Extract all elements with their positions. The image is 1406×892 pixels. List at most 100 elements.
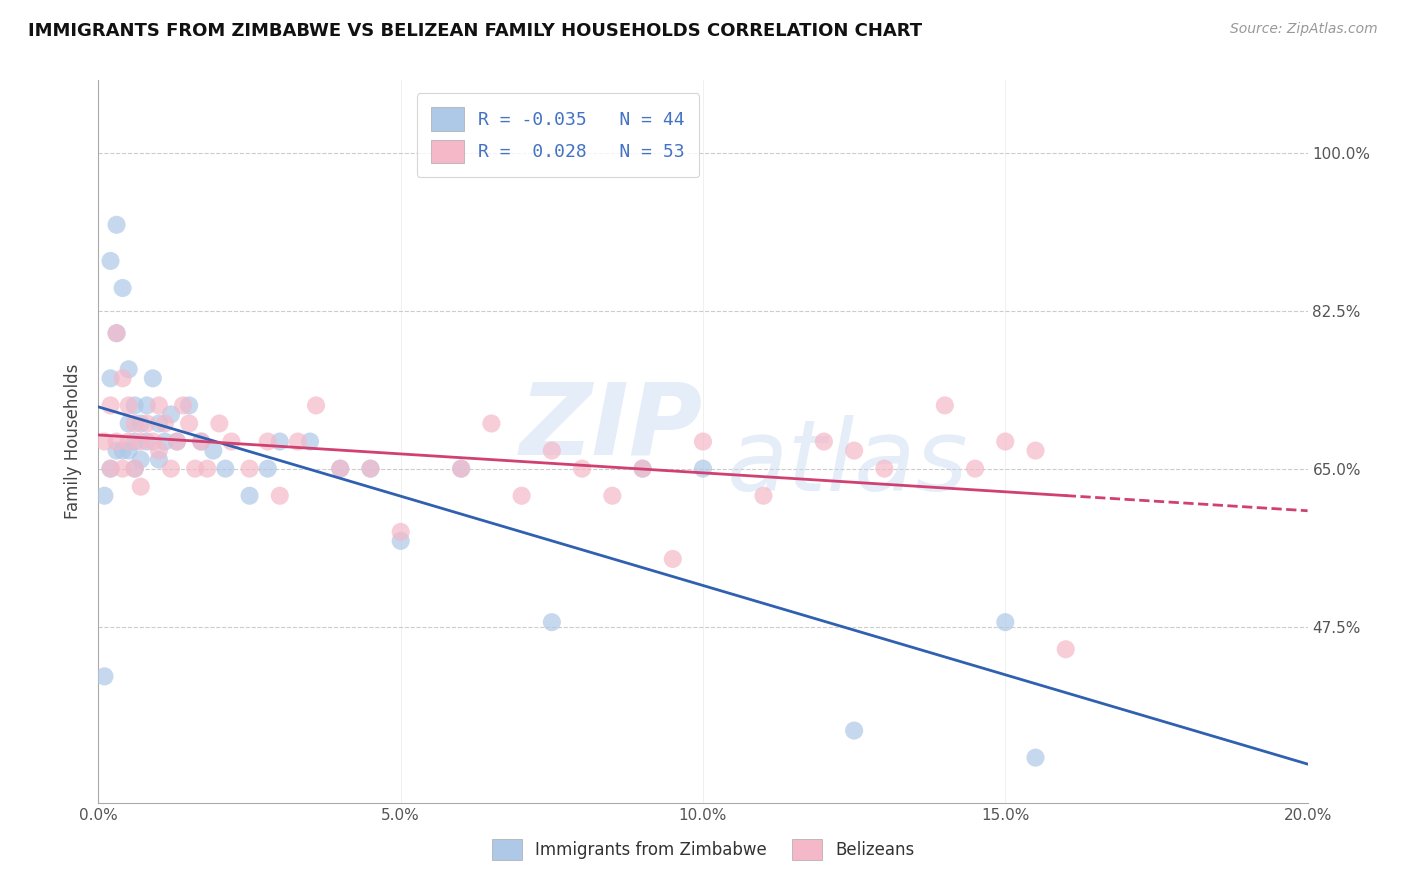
Point xyxy=(1024,443,1046,458)
Point xyxy=(360,461,382,475)
Point xyxy=(148,443,170,458)
Point xyxy=(166,434,188,449)
Point xyxy=(148,417,170,431)
Point xyxy=(184,461,207,475)
Point xyxy=(813,434,835,449)
Point xyxy=(360,461,382,475)
Point xyxy=(118,398,141,412)
Point xyxy=(256,461,278,475)
Point xyxy=(100,254,122,268)
Point xyxy=(195,461,218,475)
Point xyxy=(153,434,176,449)
Text: IMMIGRANTS FROM ZIMBABWE VS BELIZEAN FAMILY HOUSEHOLDS CORRELATION CHART: IMMIGRANTS FROM ZIMBABWE VS BELIZEAN FAM… xyxy=(28,22,922,40)
Point xyxy=(571,461,593,475)
Point xyxy=(190,434,212,449)
Point xyxy=(202,443,225,458)
Point xyxy=(329,461,352,475)
Point xyxy=(111,443,134,458)
Point xyxy=(105,218,128,232)
Point xyxy=(111,461,134,475)
Point xyxy=(450,461,472,475)
Point xyxy=(631,461,654,475)
Point xyxy=(118,362,141,376)
Point xyxy=(190,434,212,449)
Point xyxy=(269,489,291,503)
Point xyxy=(661,552,683,566)
Point xyxy=(135,434,157,449)
Point xyxy=(93,669,115,683)
Point xyxy=(172,398,194,412)
Point xyxy=(287,434,309,449)
Point xyxy=(179,398,201,412)
Point xyxy=(105,326,128,341)
Point xyxy=(93,489,115,503)
Point xyxy=(752,489,775,503)
Point xyxy=(124,461,146,475)
Point xyxy=(129,480,152,494)
Point xyxy=(153,417,176,431)
Point xyxy=(166,434,188,449)
Point xyxy=(160,461,183,475)
Point xyxy=(256,434,278,449)
Point xyxy=(540,443,562,458)
Legend: Immigrants from Zimbabwe, Belizeans: Immigrants from Zimbabwe, Belizeans xyxy=(485,832,921,867)
Point xyxy=(142,434,165,449)
Point xyxy=(118,443,141,458)
Point xyxy=(994,434,1017,449)
Text: atlas: atlas xyxy=(727,415,969,512)
Point xyxy=(305,398,328,412)
Point xyxy=(100,398,122,412)
Point xyxy=(142,371,165,385)
Point xyxy=(389,524,412,539)
Point xyxy=(105,443,128,458)
Point xyxy=(1054,642,1077,657)
Point xyxy=(135,417,157,431)
Point xyxy=(221,434,243,449)
Y-axis label: Family Households: Family Households xyxy=(65,364,83,519)
Point xyxy=(105,326,128,341)
Point xyxy=(965,461,987,475)
Point xyxy=(844,443,866,458)
Text: ZIP: ZIP xyxy=(520,378,703,475)
Point xyxy=(631,461,654,475)
Point xyxy=(239,461,262,475)
Point xyxy=(160,408,183,422)
Point xyxy=(994,615,1017,630)
Point xyxy=(873,461,896,475)
Point xyxy=(214,461,236,475)
Point xyxy=(602,489,624,503)
Point xyxy=(111,281,134,295)
Point xyxy=(129,417,152,431)
Point xyxy=(450,461,472,475)
Point xyxy=(118,417,141,431)
Point xyxy=(124,434,146,449)
Point xyxy=(105,434,128,449)
Point xyxy=(208,417,231,431)
Point xyxy=(135,398,157,412)
Point xyxy=(148,452,170,467)
Point xyxy=(329,461,352,475)
Point xyxy=(269,434,291,449)
Text: Source: ZipAtlas.com: Source: ZipAtlas.com xyxy=(1230,22,1378,37)
Point xyxy=(100,371,122,385)
Point xyxy=(93,434,115,449)
Point xyxy=(299,434,322,449)
Point xyxy=(510,489,533,503)
Point xyxy=(129,452,152,467)
Point xyxy=(100,461,122,475)
Point xyxy=(934,398,956,412)
Point xyxy=(148,398,170,412)
Point xyxy=(1024,750,1046,764)
Point xyxy=(111,371,134,385)
Point xyxy=(692,434,714,449)
Point xyxy=(692,461,714,475)
Point xyxy=(124,417,146,431)
Point xyxy=(481,417,503,431)
Point xyxy=(844,723,866,738)
Point xyxy=(389,533,412,548)
Point xyxy=(179,417,201,431)
Point xyxy=(129,434,152,449)
Point xyxy=(239,489,262,503)
Point xyxy=(124,461,146,475)
Point xyxy=(124,398,146,412)
